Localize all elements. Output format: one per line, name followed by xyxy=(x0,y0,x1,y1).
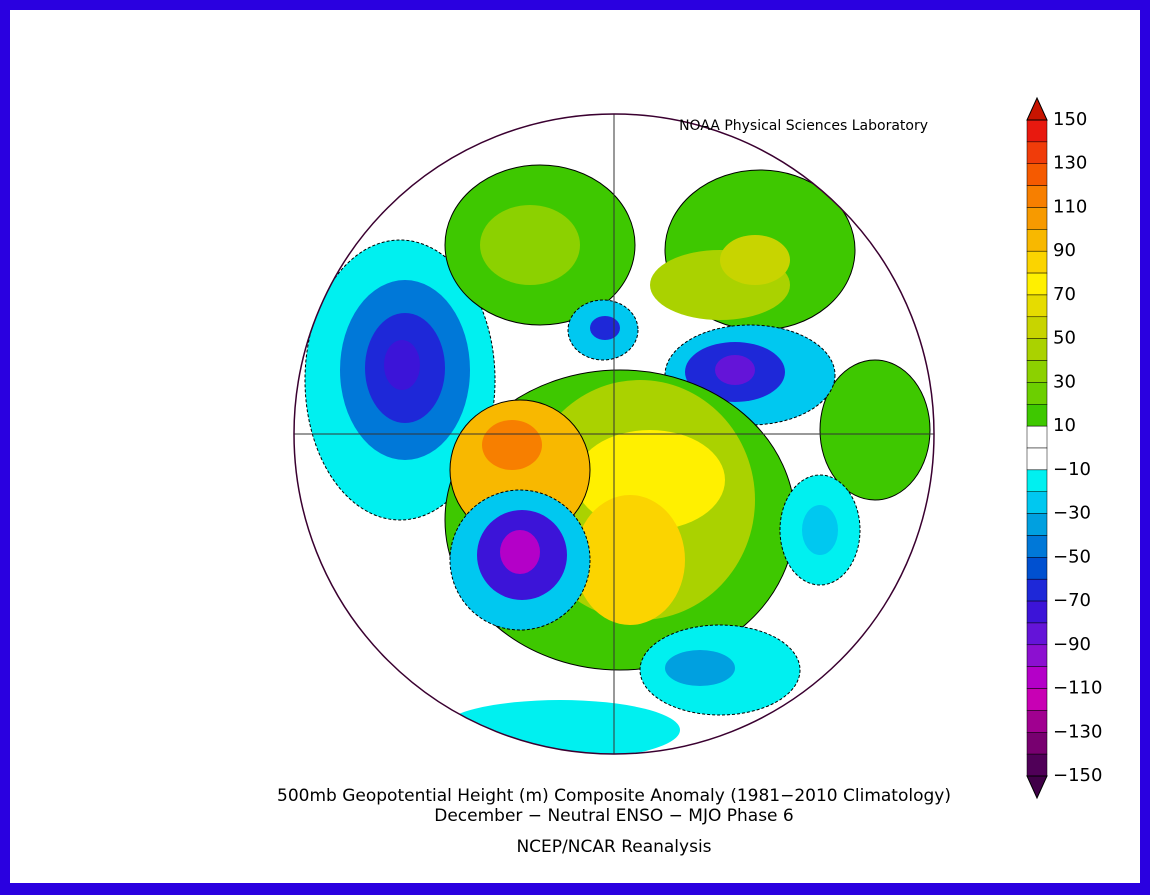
colorbar-label: 30 xyxy=(1053,371,1076,392)
colorbar-band xyxy=(1026,535,1048,558)
colorbar-over xyxy=(1026,96,1048,121)
map xyxy=(294,114,934,754)
colorbar-band xyxy=(1026,360,1048,383)
colorbar-band xyxy=(1026,163,1048,186)
colorbar-band xyxy=(1026,250,1048,274)
colorbar-band xyxy=(1026,207,1048,230)
colorbar-label: −90 xyxy=(1053,634,1091,655)
colorbar: 150 130 110 90 70 50 30 10 −10 −30 −50 −70 −90 −110 −1… xyxy=(1026,96,1102,800)
colorbar-band xyxy=(1026,710,1048,733)
colorbar-band xyxy=(1026,229,1048,252)
colorbar-band xyxy=(1026,316,1048,339)
colorbar-band xyxy=(1026,622,1048,646)
colorbar-band xyxy=(1026,666,1048,689)
colorbar-label: −130 xyxy=(1053,721,1102,742)
colorbar-band xyxy=(1026,382,1048,405)
colorbar-label: −150 xyxy=(1053,765,1102,786)
colorbar-band xyxy=(1026,294,1048,318)
colorbar-band xyxy=(1026,688,1048,711)
colorbar-label: 10 xyxy=(1053,415,1076,436)
colorbar-label: 130 xyxy=(1053,153,1087,174)
colorbar-label: −70 xyxy=(1053,590,1091,611)
colorbar-label: 110 xyxy=(1053,196,1087,217)
colorbar-band xyxy=(1026,491,1048,514)
credit: NOAA Physical Sciences Laboratory xyxy=(679,118,928,134)
colorbar-band xyxy=(1026,469,1048,492)
subtitle: December − Neutral ENSO − MJO Phase 6 xyxy=(434,806,793,826)
colorbar-band xyxy=(1026,513,1048,536)
colorbar-label: 90 xyxy=(1053,240,1076,261)
colorbar-label: −10 xyxy=(1053,459,1091,480)
colorbar-band xyxy=(1026,644,1048,667)
colorbar-band xyxy=(1026,557,1048,580)
colorbar-label: 70 xyxy=(1053,284,1076,305)
colorbar-band xyxy=(1026,119,1048,143)
colorbar-band xyxy=(1026,753,1048,777)
colorbar-band xyxy=(1026,338,1048,361)
colorbar-band xyxy=(1026,425,1048,449)
title: 500mb Geopotential Height (m) Composite … xyxy=(277,786,951,806)
colorbar-label: −110 xyxy=(1053,678,1102,699)
colorbar-label: −30 xyxy=(1053,503,1091,524)
source: NCEP/NCAR Reanalysis xyxy=(516,837,711,857)
map-border xyxy=(293,113,935,755)
colorbar-band xyxy=(1026,600,1048,624)
colorbar-band xyxy=(1026,141,1048,164)
colorbar-band xyxy=(1026,447,1048,471)
colorbar-band xyxy=(1026,578,1048,602)
colorbar-label: 50 xyxy=(1053,328,1076,349)
colorbar-under xyxy=(1026,775,1048,800)
colorbar-band xyxy=(1026,272,1048,296)
colorbar-label: −50 xyxy=(1053,546,1091,567)
colorbar-band xyxy=(1026,404,1048,427)
colorbar-label: 150 xyxy=(1053,109,1087,130)
colorbar-band xyxy=(1026,732,1048,755)
colorbar-band xyxy=(1026,185,1048,208)
